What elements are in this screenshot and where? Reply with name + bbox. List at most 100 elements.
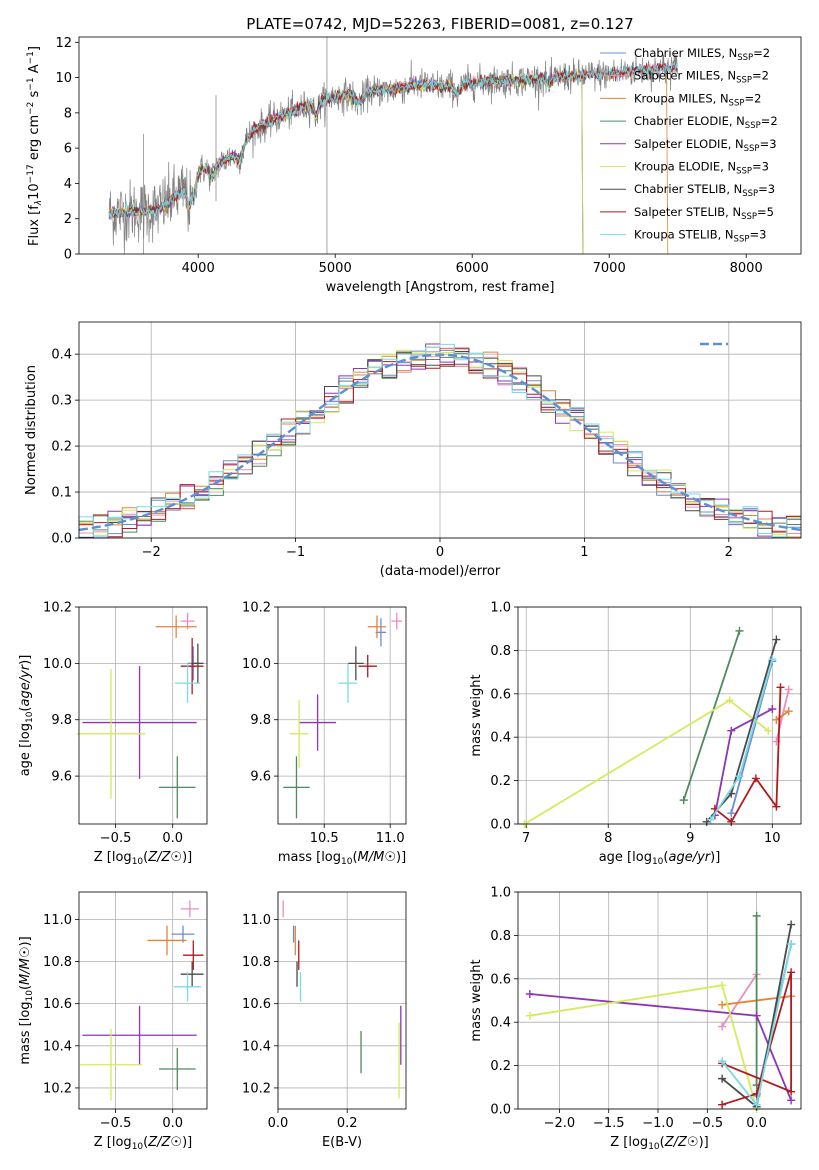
errorbar-point [367, 615, 387, 638]
weight-marker [772, 802, 781, 811]
age_vs_Z-grid [79, 606, 207, 824]
panel-mass_vs_ebv: 0.0 0.2 10.2 10.4 10.6 10.8 11.0 E(B-V) [242, 891, 407, 1150]
weight-marker [525, 1011, 534, 1020]
weight-marker [764, 726, 773, 735]
errorbar-point [289, 700, 309, 768]
x-tick-label: 4000 [182, 261, 215, 276]
weight-marker [702, 817, 711, 826]
weight-marker [718, 1100, 727, 1109]
residuals-plot-area [78, 343, 802, 539]
x-axis-label: mass [log10(M/M☉)] [278, 850, 406, 867]
legend-label: Salpeter STELIB, NSSP=5 [634, 205, 774, 222]
weight-marker [718, 1022, 727, 1031]
spectrum-model-line [108, 70, 584, 255]
age_vs_mass-plot-area [283, 612, 403, 819]
x-tick-label: 1 [580, 545, 588, 560]
y-tick-label: 0.0 [490, 1103, 511, 1118]
weight-line [682, 630, 741, 801]
weight-marker [772, 635, 781, 644]
weight-series [706, 655, 777, 824]
y-tick-label: 8 [64, 106, 72, 121]
errorbar-point [298, 940, 300, 970]
panel-weights_vs_Z: −2.0 −1.5 −1.0 −0.5 0.0 0.0 0.2 0.4 0.6 0.8 1.0 Z [… [469, 886, 802, 1152]
errorbar-point [80, 1028, 142, 1101]
weight-series [525, 989, 796, 1105]
errorbar-point [391, 612, 403, 630]
mass_vs_Z-plot-area [80, 900, 204, 1101]
errorbar-point [180, 961, 204, 987]
x-tick-label: 0.0 [746, 1116, 767, 1131]
y-tick-label: 0.0 [51, 532, 72, 547]
panel-residuals: −2 −1 0 1 2 0.0 0.1 0.2 0.3 0.4 (data-model)/error… [24, 321, 802, 579]
y-tick-label: 11.0 [242, 913, 271, 928]
histogram-step-line [78, 343, 801, 538]
x-tick-label: 11.0 [376, 831, 405, 846]
x-tick-label: 5000 [319, 261, 352, 276]
x-axis-label: wavelength [Angstrom, rest frame] [326, 280, 555, 295]
errorbar-point [175, 663, 201, 703]
x-axis-label: age [log10(age/yr)] [599, 850, 721, 867]
y-tick-label: 10.8 [242, 955, 271, 970]
x-tick-label: −0.5 [100, 1116, 132, 1131]
y-axis-label: Normed distribution [24, 365, 39, 495]
spectrum-model-line [108, 62, 678, 219]
weight-series [718, 940, 796, 1109]
x-tick-label: 0.0 [268, 1116, 289, 1131]
x-tick-label: 8000 [730, 261, 763, 276]
weight-series [772, 707, 793, 724]
weight-marker [768, 704, 777, 713]
weight-line [524, 699, 769, 825]
y-tick-label: 0.0 [490, 818, 511, 833]
errorbar-point [159, 756, 196, 819]
y-tick-label: 0.1 [51, 486, 72, 501]
errorbar-point [180, 638, 204, 695]
errorbar-point [171, 925, 195, 943]
age_vs_mass-grid [278, 606, 406, 824]
x-tick-label: 0.0 [162, 1116, 183, 1131]
weight-marker [525, 989, 534, 998]
y-tick-label: 10.8 [43, 955, 72, 970]
weight-series [752, 911, 761, 1090]
y-tick-label: 1.0 [490, 601, 511, 616]
weight-marker [727, 726, 736, 735]
weights_vs_Z-axes-frame [517, 891, 802, 1110]
errorbar-point [82, 1005, 197, 1065]
y-tick-label: 10.2 [242, 601, 271, 616]
y-tick-label: 9.8 [51, 713, 72, 728]
x-tick-label: −1.5 [593, 1116, 625, 1131]
weight-marker [787, 968, 796, 977]
weight-marker [718, 1057, 727, 1066]
weight-line [721, 974, 758, 1027]
y-tick-label: 12 [55, 36, 72, 51]
panel-weights_vs_age: 7 8 9 10 0.0 0.2 0.4 0.6 0.8 1.0 age [log10(age/yr… [469, 601, 802, 867]
errorbar-point [360, 1031, 362, 1074]
y-tick-label: 10.6 [43, 997, 72, 1012]
errorbar-point [299, 694, 337, 751]
mass_vs_ebv-plot-area [282, 900, 402, 1099]
y-axis-label: Flux [fλ10−17 erg cm−2 s−1 A−1] [26, 46, 44, 246]
errorbar-point [183, 940, 204, 970]
weight-series [710, 704, 777, 820]
errorbar-point [398, 1022, 400, 1099]
y-tick-label: 10.0 [43, 657, 72, 672]
x-tick-label: −0.5 [692, 1116, 724, 1131]
errorbar-point [76, 669, 146, 799]
y-axis-label: mass [log10(M/M☉)] [18, 936, 35, 1064]
errorbar-point [159, 1047, 196, 1091]
weight-marker [784, 707, 793, 716]
y-tick-label: 10 [55, 71, 72, 86]
spectrum-data-line [108, 53, 678, 254]
legend-label: Kroupa STELIB, NSSP=3 [634, 228, 766, 245]
weights_vs_age-axes-frame [517, 606, 802, 825]
weight-marker [735, 626, 744, 635]
legend-label: Kroupa MILES, NSSP=2 [634, 91, 761, 108]
y-tick-label: 10.6 [242, 997, 271, 1012]
weight-marker [787, 1096, 796, 1105]
errorbar-point [294, 925, 296, 956]
age_vs_Z-axes-frame [78, 606, 208, 825]
legend-label: Kroupa ELODIE, NSSP=3 [634, 160, 769, 177]
weight-marker [725, 696, 734, 705]
weight-marker [752, 911, 761, 920]
y-tick-label: 6 [64, 142, 72, 157]
spectrum-model-line [108, 69, 584, 255]
